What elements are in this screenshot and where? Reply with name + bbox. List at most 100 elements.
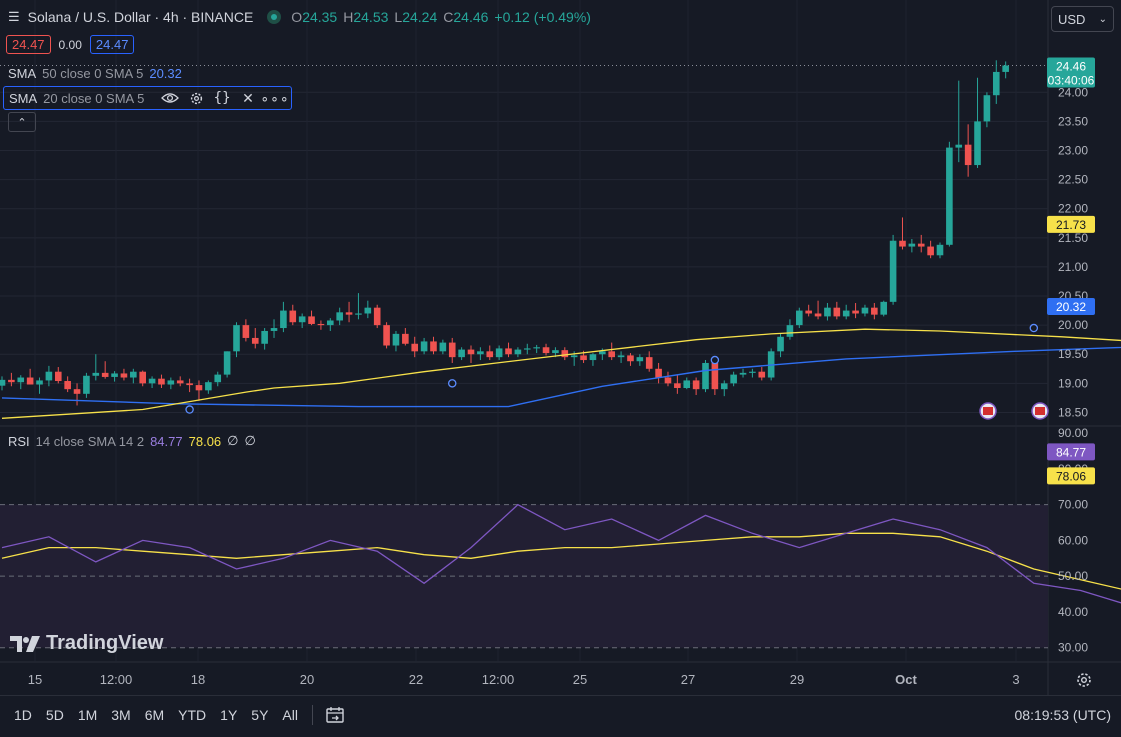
candle-bear xyxy=(101,372,109,377)
tradingview-logo[interactable]: TradingView xyxy=(10,632,163,655)
date-range-icon[interactable] xyxy=(325,706,345,724)
timeframe-1m[interactable]: 1M xyxy=(77,706,98,723)
candle-bear xyxy=(580,355,587,361)
candle-bear xyxy=(467,349,475,355)
symbol-title[interactable]: Solana / U.S. Dollar · 4h · BINANCE xyxy=(27,9,254,25)
candle-bear xyxy=(542,347,550,354)
candle-bull xyxy=(992,71,1000,96)
candle-bull xyxy=(683,380,691,388)
more-icon[interactable]: ∘∘∘ xyxy=(260,89,290,106)
sma50-legend[interactable]: SMA 50 close 0 SMA 5 20.32 xyxy=(8,66,182,81)
timeframe-5y[interactable]: 5Y xyxy=(251,706,269,723)
candle-bear xyxy=(608,351,615,358)
time-tick-label: 12:00 xyxy=(482,672,515,687)
rsi-sma-value: 78.06 xyxy=(188,433,222,449)
sma50-label: SMA xyxy=(8,66,37,81)
rsi-sma-tag-text: 78.06 xyxy=(1056,469,1086,483)
timeframe-1y[interactable]: 1Y xyxy=(220,706,238,723)
candle-bull xyxy=(0,379,6,386)
timeframe-5d[interactable]: 5D xyxy=(45,706,64,723)
cross-marker xyxy=(710,355,720,365)
collapse-legend-button[interactable]: ⌃ xyxy=(8,112,36,132)
source-code-icon[interactable]: {} xyxy=(213,90,231,106)
gear-icon[interactable] xyxy=(186,88,206,108)
rsi-extra-2: ∅ xyxy=(244,433,256,448)
sma20-line xyxy=(1,328,1121,419)
time-tick-label: Oct xyxy=(895,672,917,687)
candle-bear xyxy=(645,357,653,369)
candle-bear xyxy=(242,325,250,338)
timeframe-all[interactable]: All xyxy=(282,706,298,723)
candle-bull xyxy=(824,307,831,317)
currency-select[interactable]: USD ⌄ xyxy=(1051,6,1114,32)
buy-button[interactable]: 24.47 xyxy=(89,35,135,54)
candle-bull xyxy=(223,351,231,375)
candle-bear xyxy=(711,362,719,390)
high-label: H xyxy=(343,9,354,25)
candle-bull xyxy=(946,147,953,245)
menu-icon[interactable]: ☰ xyxy=(8,9,20,24)
candle-bear xyxy=(73,389,81,394)
candle-bull xyxy=(974,121,981,166)
eye-icon[interactable] xyxy=(160,88,180,108)
candle-bear xyxy=(448,342,456,358)
candle-bull xyxy=(280,310,287,329)
candle-bull xyxy=(796,310,803,326)
rsi-tag xyxy=(1047,443,1095,461)
candle-bear xyxy=(655,368,662,378)
low-label: L xyxy=(394,9,403,25)
time-tick-label: 29 xyxy=(790,672,804,687)
candle-bear xyxy=(411,343,419,352)
rsi-tick-label: 70.00 xyxy=(1058,498,1088,512)
candle-bear xyxy=(505,348,512,355)
sma20-legend[interactable]: SMA 20 close 0 SMA 5 {} ✕ ∘∘∘ xyxy=(3,86,292,110)
sma50-line xyxy=(1,346,1121,408)
candle-bear xyxy=(383,325,390,346)
candle-bull xyxy=(148,378,156,384)
time-tick-label: 20 xyxy=(300,672,314,687)
candle-bear xyxy=(627,355,634,362)
candle-bull xyxy=(45,371,53,381)
us-flag-event-icon xyxy=(1035,407,1045,415)
candle-bull xyxy=(214,374,222,383)
currency-value: USD xyxy=(1058,11,1086,27)
price-tick-label: 23.50 xyxy=(1058,114,1088,128)
candle-bull xyxy=(842,310,850,317)
chart-settings-icon[interactable] xyxy=(1075,671,1093,689)
tradingview-logo-icon xyxy=(10,635,40,652)
rsi-legend[interactable]: RSI 14 close SMA 14 2 84.77 78.06 ∅ ∅ xyxy=(8,433,256,449)
clock[interactable]: 08:19:53 (UTC) xyxy=(1014,706,1111,723)
timeframe-1d[interactable]: 1D xyxy=(14,706,32,723)
candle-bear xyxy=(195,385,203,391)
spread-value: 0.00 xyxy=(58,37,82,52)
candle-bear xyxy=(805,310,812,314)
candle-bull xyxy=(364,307,372,314)
candle-bear xyxy=(345,312,353,315)
price-tick-label: 22.50 xyxy=(1058,173,1088,187)
timeframe-6m[interactable]: 6M xyxy=(144,706,165,723)
sell-button[interactable]: 24.47 xyxy=(6,35,51,54)
close-icon[interactable]: ✕ xyxy=(242,89,254,106)
candle-bear xyxy=(486,351,494,358)
sma50-tag-text: 20.32 xyxy=(1056,300,1086,314)
candle-bear xyxy=(251,337,259,344)
last-price-tag xyxy=(1047,57,1095,88)
candle-bull xyxy=(270,328,278,331)
price-tick-label: 22.00 xyxy=(1058,202,1088,216)
candle-bear xyxy=(120,373,128,378)
candle-bear xyxy=(308,316,315,324)
candle-bear xyxy=(26,377,34,385)
low-value: 24.24 xyxy=(402,9,438,25)
price-tick-label: 19.50 xyxy=(1058,347,1088,361)
candle-bear xyxy=(927,246,934,256)
candle-bull xyxy=(955,144,963,148)
timeframe-ytd[interactable]: YTD xyxy=(178,706,207,723)
candle-bull xyxy=(983,95,991,122)
candle-bull xyxy=(439,342,447,352)
candle-bull xyxy=(570,355,578,358)
candle-bull xyxy=(599,351,606,355)
rsi-line xyxy=(1,503,1121,604)
candle-bear xyxy=(430,341,437,352)
timeframe-3m[interactable]: 3M xyxy=(111,706,131,723)
